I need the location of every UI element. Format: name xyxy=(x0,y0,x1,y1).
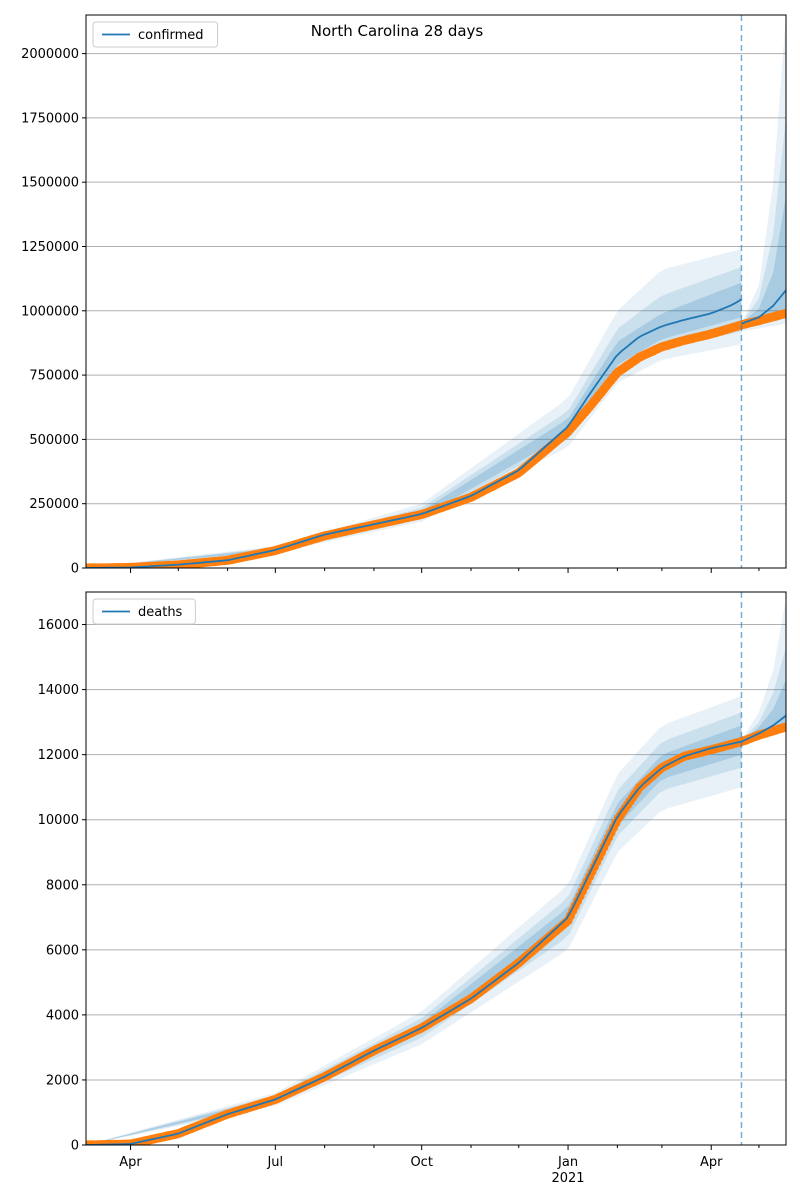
y-tick-label: 750000 xyxy=(29,369,79,384)
observed-point xyxy=(780,309,786,319)
uncertainty-band-inner xyxy=(86,282,742,568)
uncertainty-band-outer xyxy=(741,598,786,745)
uncertainty-band-inner xyxy=(741,195,786,327)
legend-box xyxy=(92,598,196,625)
y-tick-label: 1500000 xyxy=(21,176,79,191)
deaths-panel: 0 2000 4000 6000 8000 10000 12000 14000 16000 Apr… xyxy=(38,591,787,1186)
uncertainty-bands xyxy=(86,15,786,568)
y-tick-label: 500000 xyxy=(29,433,79,448)
x-tick-label: Jan xyxy=(557,1155,578,1170)
uncertainty-band-middle xyxy=(86,267,742,568)
uncertainty-band-middle xyxy=(741,647,786,744)
y-tick-label: 6000 xyxy=(46,943,79,958)
uncertainty-band-middle xyxy=(741,117,786,329)
axes-frame xyxy=(85,591,787,1146)
x-tick-label: Oct xyxy=(410,1155,432,1170)
uncertainty-band-outer xyxy=(86,249,742,568)
forecast-line xyxy=(741,289,786,325)
y-tick-label: 10000 xyxy=(38,813,79,828)
series-layer xyxy=(86,714,786,1145)
model-line-deaths xyxy=(86,740,742,1145)
axes-frame xyxy=(85,14,787,569)
legend-label: deaths xyxy=(138,605,183,620)
y-tick-label: 4000 xyxy=(46,1008,79,1023)
x-tick-label: Apr xyxy=(119,1155,142,1170)
uncertainty-band-inner xyxy=(86,725,742,1145)
series-layer xyxy=(86,289,786,568)
uncertainty-band-outer xyxy=(86,696,742,1145)
y-tick-label: 1000000 xyxy=(21,304,79,319)
y-tick-label: 0 xyxy=(71,562,79,577)
legend-label: confirmed xyxy=(138,28,204,43)
y-tick-label: 250000 xyxy=(29,497,79,512)
y-tick-label: 2000 xyxy=(46,1073,79,1088)
model-line-confirmed xyxy=(86,298,742,568)
y-tick-label: 12000 xyxy=(38,748,79,763)
confirmed-panel: 0 250000 500000 750000 1000000 1250000 1500000… xyxy=(21,14,787,577)
legend-box xyxy=(92,21,219,48)
y-tick-label: 14000 xyxy=(38,683,79,698)
y-tick-label: 8000 xyxy=(46,878,79,893)
y-tick-label: 1250000 xyxy=(21,240,79,255)
y-tick-label: 0 xyxy=(71,1139,79,1154)
y-tick-label: 1750000 xyxy=(21,111,79,126)
uncertainty-band-outer xyxy=(741,15,786,332)
y-tick-label: 2000000 xyxy=(21,47,79,62)
forecast-line xyxy=(741,714,786,743)
y-tick-label: 16000 xyxy=(38,618,79,633)
observed-point xyxy=(780,722,786,732)
x-tick-label: Apr xyxy=(700,1155,723,1170)
x-tick-year-label: 2021 xyxy=(551,1171,584,1186)
figure-title: North Carolina 28 days xyxy=(311,22,484,40)
x-tick-label: Jul xyxy=(266,1155,283,1170)
